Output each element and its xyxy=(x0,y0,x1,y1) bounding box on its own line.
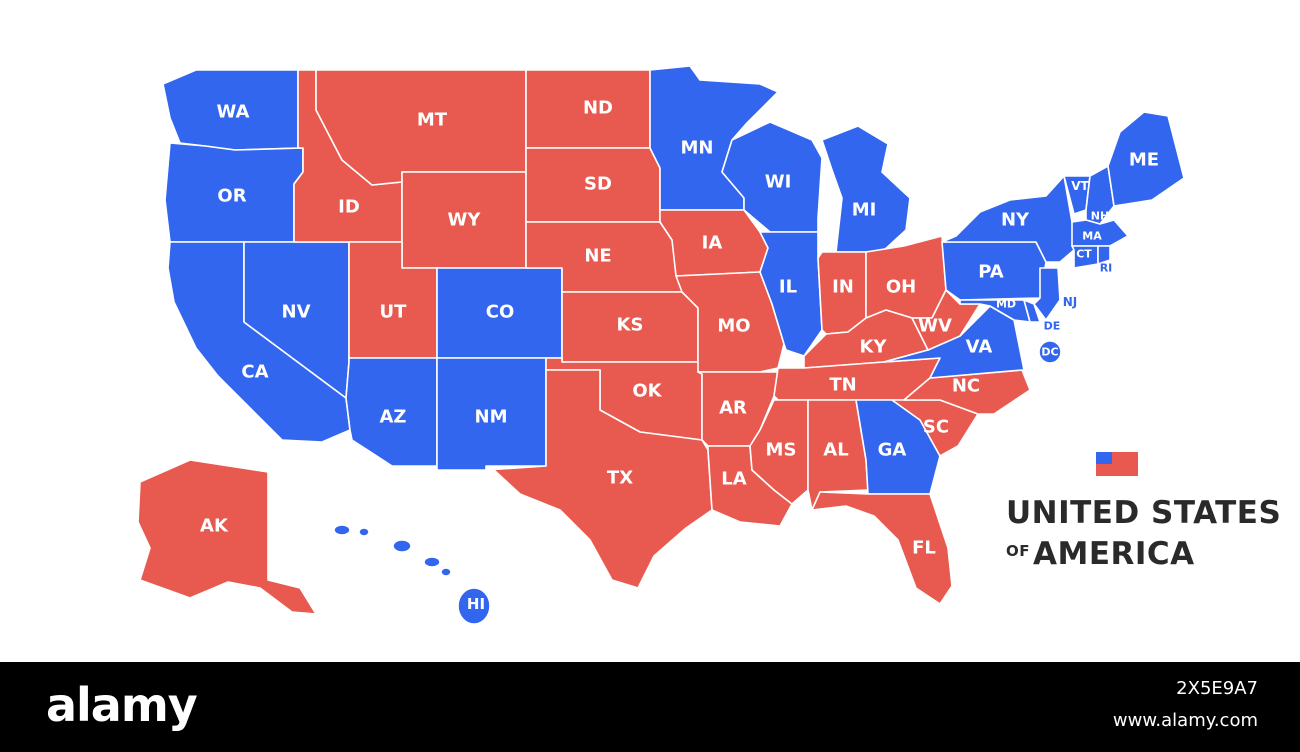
title-america: AMERICA xyxy=(1033,536,1195,572)
state-NJ[interactable] xyxy=(1033,267,1061,321)
state-label-nv: NV xyxy=(282,302,311,323)
us-map: WA OR CA NV ID MT WY UT CO AZ NM ND SD NE KS OK TX MN IA MO… xyxy=(137,65,1185,625)
state-RI[interactable] xyxy=(1097,245,1111,265)
watermark-url: www.alamy.com xyxy=(1112,710,1258,731)
state-label-il: IL xyxy=(779,277,797,298)
state-labels: WA OR CA NV ID MT WY UT CO AZ NM ND SD NE KS OK TX MN IA MO… xyxy=(200,98,1159,614)
watermark-logo: alamy xyxy=(46,678,198,732)
state-label-nm: NM xyxy=(475,407,508,428)
state-label-az: AZ xyxy=(380,407,407,428)
state-label-mi: MI xyxy=(852,200,877,221)
state-label-mo: MO xyxy=(717,316,750,337)
state-label-wv: WV xyxy=(918,316,952,337)
state-label-ky: KY xyxy=(860,337,888,358)
state-label-dc: DC xyxy=(1041,346,1058,359)
state-label-tx: TX xyxy=(607,468,633,489)
state-label-tn: TN xyxy=(829,375,856,396)
state-ME[interactable] xyxy=(1107,111,1185,207)
watermark-footer: alamy 2X5E9A7 www.alamy.com xyxy=(0,662,1300,752)
state-label-or: OR xyxy=(217,186,246,207)
title-of: OF xyxy=(1006,542,1030,560)
state-label-de: DE xyxy=(1044,320,1061,333)
state-label-mt: MT xyxy=(417,110,448,131)
state-label-fl: FL xyxy=(912,538,936,559)
state-label-hi: HI xyxy=(467,595,485,613)
state-label-ne: NE xyxy=(584,246,611,267)
state-label-sc: SC xyxy=(923,417,949,438)
state-label-pa: PA xyxy=(978,262,1004,283)
state-label-in: IN xyxy=(832,277,854,298)
state-label-ny: NY xyxy=(1001,210,1030,231)
state-label-wi: WI xyxy=(765,172,792,193)
state-DC[interactable] xyxy=(1038,340,1062,364)
state-label-ga: GA xyxy=(878,440,907,461)
state-label-va: VA xyxy=(966,337,993,358)
state-label-md: MD xyxy=(996,298,1016,311)
state-label-ok: OK xyxy=(632,381,662,402)
state-AK[interactable] xyxy=(137,459,317,615)
flag-canton xyxy=(1096,452,1112,464)
state-HI[interactable] xyxy=(333,524,491,625)
state-label-nc: NC xyxy=(952,376,980,397)
state-label-ks: KS xyxy=(617,315,644,336)
state-label-wy: WY xyxy=(448,210,482,231)
state-label-ca: CA xyxy=(241,362,268,383)
state-label-wa: WA xyxy=(217,102,250,123)
state-label-nj: NJ xyxy=(1063,295,1078,309)
state-label-ct: CT xyxy=(1076,248,1092,261)
state-label-ri: RI xyxy=(1100,262,1113,275)
state-TX[interactable] xyxy=(485,369,713,589)
flag-icon xyxy=(1096,452,1138,476)
state-label-me: ME xyxy=(1129,150,1159,171)
state-IL[interactable] xyxy=(759,231,823,357)
state-label-ar: AR xyxy=(719,398,747,419)
state-FL[interactable] xyxy=(811,491,953,605)
title-line-2: OFAMERICA xyxy=(1006,532,1236,573)
watermark-image-id: 2X5E9A7 xyxy=(1176,678,1258,699)
state-label-id: ID xyxy=(338,197,360,218)
state-label-sd: SD xyxy=(584,174,612,195)
state-DE[interactable] xyxy=(1023,299,1041,323)
state-label-la: LA xyxy=(721,469,746,490)
state-label-co: CO xyxy=(486,302,515,323)
state-MI[interactable] xyxy=(821,125,911,253)
state-label-nh: NH xyxy=(1091,210,1109,223)
state-label-al: AL xyxy=(823,440,848,461)
state-label-oh: OH xyxy=(886,277,916,298)
map-title: UNITED STATES OFAMERICA xyxy=(1006,494,1282,573)
state-label-mn: MN xyxy=(681,138,714,159)
state-label-ms: MS xyxy=(766,440,797,461)
state-label-vt: VT xyxy=(1071,179,1089,193)
state-label-ma: MA xyxy=(1082,230,1102,243)
title-line-1: UNITED STATES xyxy=(1006,495,1282,531)
state-label-ut: UT xyxy=(380,302,408,323)
state-label-nd: ND xyxy=(583,98,613,119)
state-label-ak: AK xyxy=(200,516,229,537)
state-label-ia: IA xyxy=(702,233,723,254)
state-CT[interactable] xyxy=(1071,245,1099,269)
